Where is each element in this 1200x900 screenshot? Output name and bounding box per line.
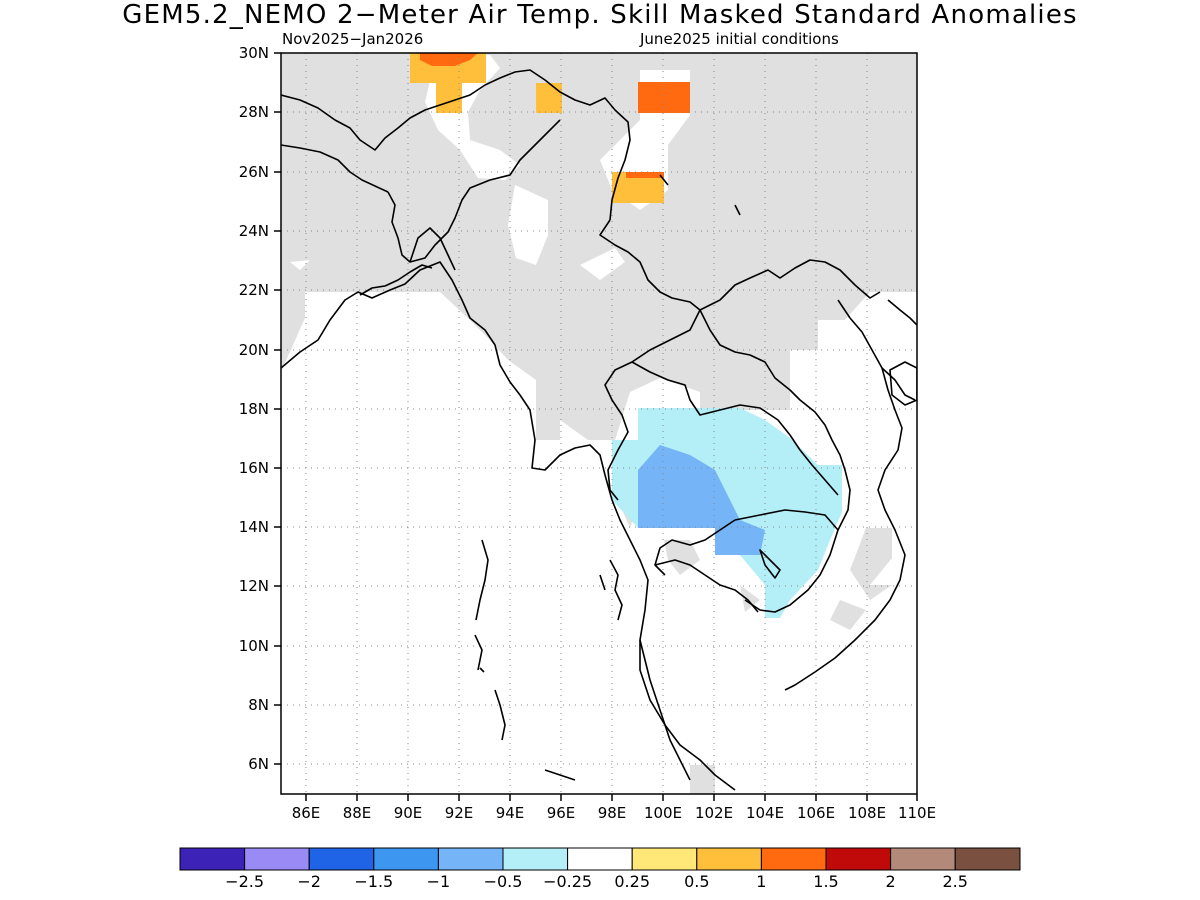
colorbar-box-5: [437, 847, 504, 871]
colorbar-label: 2: [885, 872, 896, 891]
colorbar-label: −1.5: [354, 872, 394, 891]
anomaly-pos-1-15-c: [626, 172, 664, 178]
colorbar-box-2: [244, 847, 310, 871]
lat-label: 10N: [238, 637, 269, 655]
masked-patch-se2: [830, 600, 866, 630]
lat-label: 20N: [238, 341, 269, 359]
lon-label: 102E: [694, 804, 734, 822]
colorbar-label: 0.5: [684, 872, 710, 891]
chart-title: GEM5.2_NEMO 2−Meter Air Temp. Skill Mask…: [122, 0, 1078, 30]
anomaly-neg-05-1: [638, 445, 765, 555]
colorbar-box-1: [179, 847, 246, 871]
lon-label: 92E: [444, 804, 474, 822]
lat-label: 26N: [238, 163, 269, 181]
lat-label: 30N: [238, 44, 269, 62]
colorbar-label: 2.5: [942, 872, 968, 891]
map-frame: [280, 52, 918, 795]
colorbar-label: −1: [426, 872, 451, 891]
clear-region-5: [290, 260, 310, 270]
colorbar-label: 1.5: [813, 872, 839, 891]
colorbar-box-9: [696, 847, 762, 871]
colorbar-box-8: [631, 847, 698, 871]
lat-label: 16N: [238, 459, 269, 477]
lon-label: 106E: [796, 804, 836, 822]
colorbar-box-12: [890, 847, 956, 871]
lon-label: 110E: [897, 804, 937, 822]
colorbar-label: −2.5: [225, 872, 265, 891]
lat-label: 14N: [238, 518, 269, 536]
colorbar: [179, 847, 1021, 871]
lon-label: 98E: [597, 804, 627, 822]
lon-label: 96E: [546, 804, 576, 822]
anomaly-pos-1-15-a: [420, 53, 478, 66]
colorbar-box-7: [567, 847, 633, 871]
colorbar-box-13: [954, 847, 1021, 871]
colorbar-box-10: [760, 847, 827, 871]
lon-ticks: [305, 794, 918, 801]
lat-ticks: [274, 52, 281, 765]
colorbar-box-11: [825, 847, 892, 871]
lon-label: 86E: [291, 804, 321, 822]
colorbar-label: −0.5: [483, 872, 523, 891]
anomaly-pos-1-15-b: [638, 82, 690, 113]
colorbar-label: 1: [756, 872, 767, 891]
colorbar-label: −0.25: [543, 872, 593, 891]
anomaly-fields: [281, 53, 917, 794]
masked-patch-se1: [850, 528, 892, 600]
initial-conditions: June2025 initial conditions: [640, 30, 839, 48]
lat-label: 22N: [238, 281, 269, 299]
masked-region-north: [281, 53, 917, 440]
masked-patch-s4: [740, 585, 760, 612]
masked-patch-s5: [690, 765, 715, 794]
colorbar-box-6: [502, 847, 569, 871]
lat-label: 24N: [238, 222, 269, 240]
lon-label: 90E: [393, 804, 423, 822]
lat-label: 6N: [248, 755, 269, 773]
lon-label: 88E: [342, 804, 372, 822]
lat-label: 8N: [248, 696, 269, 714]
lon-label: 108E: [847, 804, 887, 822]
grid-lines: [281, 53, 917, 794]
lon-label: 94E: [495, 804, 525, 822]
colorbar-box-4: [373, 847, 439, 871]
lon-label: 100E: [643, 804, 683, 822]
anomaly-pos-05-1-b: [436, 83, 462, 113]
colorbar-box-3: [308, 847, 375, 871]
masked-region-west: [281, 292, 305, 372]
clear-region-4: [580, 248, 625, 280]
anomaly-pos-05-1-c: [536, 83, 562, 113]
colorbar-label: 0.25: [614, 872, 650, 891]
colorbar-label: −2: [297, 872, 321, 891]
lat-label: 12N: [238, 577, 269, 595]
clear-region-2: [508, 185, 548, 265]
lon-label: 104E: [745, 804, 785, 822]
lat-label: 28N: [238, 103, 269, 121]
coastlines-and-borders: [281, 69, 917, 791]
lat-label: 18N: [238, 400, 269, 418]
forecast-period: Nov2025−Jan2026: [282, 30, 424, 48]
